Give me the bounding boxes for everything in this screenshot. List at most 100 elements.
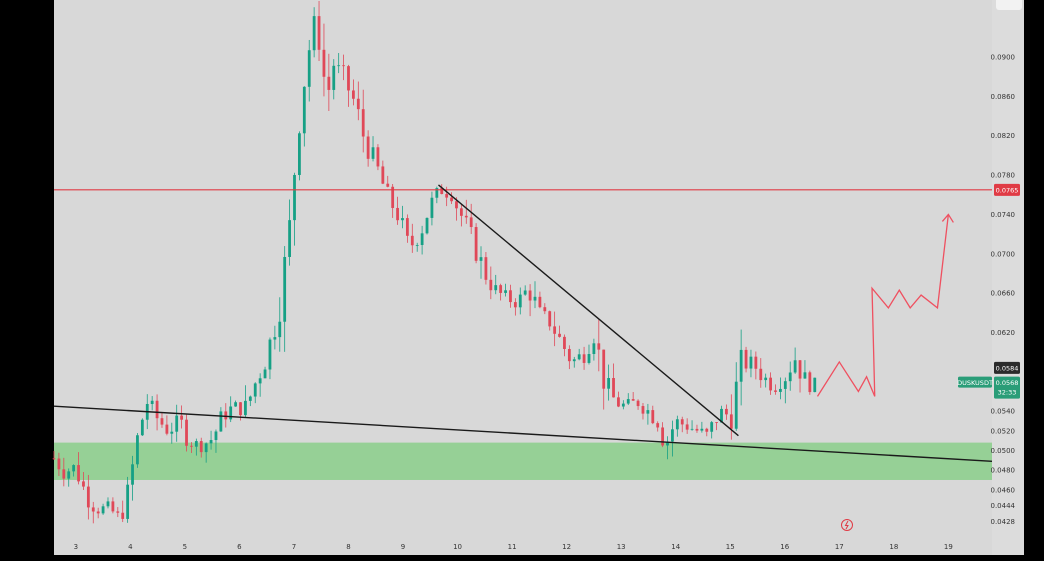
candle-body (91, 507, 95, 512)
candle-body (229, 406, 233, 420)
candle-body (347, 66, 350, 91)
candle-body (592, 343, 596, 355)
date-tick-label: 5 (183, 543, 187, 551)
candle-body (327, 76, 331, 90)
price-axis[interactable] (992, 0, 1024, 555)
replay-icon[interactable] (841, 519, 853, 531)
date-tick-label: 12 (562, 543, 571, 551)
candle-body (86, 486, 90, 508)
crosshair-price-tag (994, 361, 1020, 374)
candle-body (170, 431, 174, 434)
price-tick-label: 0.0780 (991, 172, 1016, 180)
candle-body (263, 369, 267, 379)
candle-body (764, 377, 768, 381)
support-zone (54, 442, 992, 480)
candle-body (366, 136, 370, 159)
candle-body (553, 326, 557, 334)
price-tick-label: 0.0820 (991, 132, 1016, 140)
candle-body (705, 428, 709, 432)
candle-body (617, 397, 620, 407)
price-tick-label: 0.0660 (991, 290, 1016, 298)
projection-path (816, 214, 950, 397)
candle-body (410, 235, 414, 246)
candle-body (435, 188, 439, 198)
price-tick-label: 0.0460 (991, 486, 1016, 494)
candle-body (101, 506, 105, 514)
candle-body (244, 400, 247, 416)
date-tick-label: 14 (671, 543, 680, 551)
candle-body (131, 464, 134, 485)
price-tick-label: 0.0900 (991, 54, 1016, 62)
candle-body (779, 388, 782, 392)
candle-body (160, 418, 164, 425)
candle-body (401, 218, 404, 221)
date-tick-label: 7 (292, 543, 296, 551)
price-tick-label: 0.0500 (991, 447, 1016, 455)
candle-body (445, 194, 449, 198)
candle-body (204, 443, 208, 453)
candle-body (597, 343, 601, 350)
candle-body (371, 147, 375, 159)
candle-body (813, 377, 817, 393)
candle-body (214, 431, 218, 441)
candle-body (420, 233, 424, 246)
candle-body (288, 220, 291, 257)
candle-body (469, 217, 473, 228)
candle-body (621, 403, 625, 407)
candle-body (680, 419, 684, 425)
candle-layer (52, 0, 817, 524)
candle-body (744, 349, 748, 369)
price-tick-label: 0.0520 (991, 427, 1016, 435)
candle-body (528, 290, 532, 301)
candle-body (646, 410, 650, 414)
candle-body (356, 98, 360, 110)
candle-body (700, 428, 704, 431)
symbol-tag-text: DUSKUSDT (957, 379, 993, 387)
candle-body (798, 360, 802, 379)
scroll-corner-button[interactable] (996, 0, 1022, 10)
candle-body (337, 65, 341, 67)
candle-body (351, 90, 355, 99)
candle-body (62, 469, 66, 479)
candle-body (376, 147, 380, 167)
candle-body (671, 429, 674, 442)
candle-body (440, 188, 444, 195)
candle-body (322, 49, 326, 77)
candle-body (258, 378, 262, 384)
candle-body (126, 484, 130, 519)
last-price-text: 0.0568 (996, 379, 1019, 387)
date-tick-label: 8 (346, 543, 350, 551)
candle-body (558, 333, 561, 337)
price-tick-label: 0.0428 (991, 518, 1016, 526)
symbol-tag (958, 376, 992, 388)
candle-body (666, 441, 669, 446)
candle-body (106, 501, 110, 507)
candle-body (631, 399, 635, 401)
candle-body (513, 302, 517, 308)
candle-body (57, 458, 61, 470)
price-tick-label: 0.0620 (991, 329, 1016, 337)
candle-body (209, 440, 213, 444)
annotation-layer (53, 184, 993, 462)
date-tick-label: 11 (508, 543, 517, 551)
candle-body (499, 285, 503, 293)
candle-body (783, 381, 787, 389)
candle-body (808, 372, 812, 393)
candle-body (715, 422, 718, 423)
candle-body (538, 296, 542, 308)
candle-body (582, 354, 586, 363)
candle-body (116, 511, 120, 513)
candle-body (455, 201, 458, 209)
candle-body (52, 458, 56, 460)
candle-body (283, 256, 287, 322)
crosshair-price-tag-text: 0.0584 (996, 364, 1019, 372)
candle-body (563, 336, 566, 349)
date-tick-label: 19 (944, 543, 953, 551)
time-axis[interactable] (54, 539, 992, 555)
candle-body (72, 465, 76, 472)
candle-body (769, 377, 772, 391)
candle-body (675, 419, 679, 430)
candle-body (572, 359, 576, 362)
lower-trendline (53, 405, 993, 462)
